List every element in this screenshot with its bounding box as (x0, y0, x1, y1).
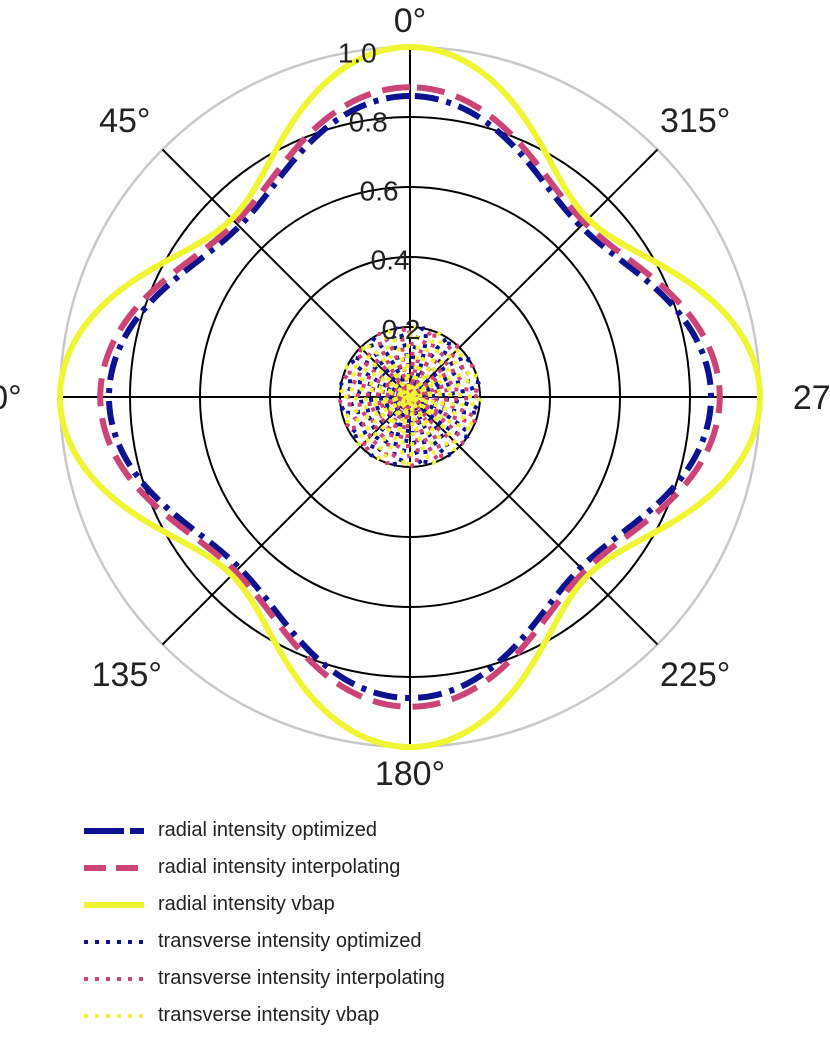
theta-tick-label: 225° (660, 656, 730, 694)
legend: radial intensity optimized radial intensi… (82, 812, 682, 1034)
r-tick-label: 1.0 (338, 37, 377, 68)
theta-tick-label: 180° (375, 755, 445, 793)
legend-item: transverse intensity vbap (82, 997, 682, 1034)
legend-swatch (84, 1013, 144, 1018)
legend-swatch (84, 939, 144, 944)
series-line-radial-intensity-vbap (57, 44, 763, 750)
angular-gridline (409, 148, 659, 398)
theta-tick-label: 45° (99, 102, 150, 140)
r-tick-label: 0.8 (349, 106, 388, 137)
theta-tick-label: 315° (660, 102, 730, 140)
legend-item: transverse intensity interpolating (82, 960, 682, 997)
legend-label: radial intensity optimized (158, 819, 377, 841)
legend-item: radial intensity interpolating (82, 849, 682, 886)
legend-swatch (84, 901, 144, 908)
series-line-transverse-intensity-interpolating (338, 325, 482, 469)
angular-gridline (409, 396, 659, 646)
legend-swatch (84, 976, 144, 981)
series-line-transverse-intensity-vbap (338, 325, 482, 469)
theta-tick-label: 90° (0, 379, 22, 417)
theta-tick-label: 135° (92, 656, 162, 694)
legend-swatch (84, 827, 144, 834)
polar-chart: 0° 45° 90° 135° 180° 225° 270° 315° 0.2 0.4 0.6 0.8… (0, 2, 830, 793)
r-tick-label: 0.2 (382, 314, 421, 345)
series-line-radial-intensity-interpolating (97, 84, 723, 710)
angular-gridline (161, 396, 411, 646)
legend-item: transverse intensity optimized (82, 923, 682, 960)
r-tick-label: 0.6 (360, 176, 399, 207)
tick-labels: 0° 45° 90° 135° 180° 225° 270° 315° 0.2 0.4 0.6 0.8… (0, 2, 830, 793)
legend-label: transverse intensity interpolating (158, 967, 445, 989)
theta-tick-label: 270° (793, 379, 830, 417)
legend-label: transverse intensity optimized (158, 930, 422, 952)
series-line-radial-intensity-optimized (106, 93, 714, 701)
series-layer (57, 44, 763, 750)
legend-label: radial intensity interpolating (158, 856, 401, 878)
theta-tick-label: 0° (394, 2, 427, 40)
legend-label: radial intensity vbap (158, 893, 335, 915)
legend-swatch (84, 864, 144, 871)
legend-item: radial intensity optimized (82, 812, 682, 849)
legend-label: transverse intensity vbap (158, 1004, 380, 1026)
legend-item: radial intensity vbap (82, 886, 682, 923)
r-tick-label: 0.4 (371, 245, 410, 276)
